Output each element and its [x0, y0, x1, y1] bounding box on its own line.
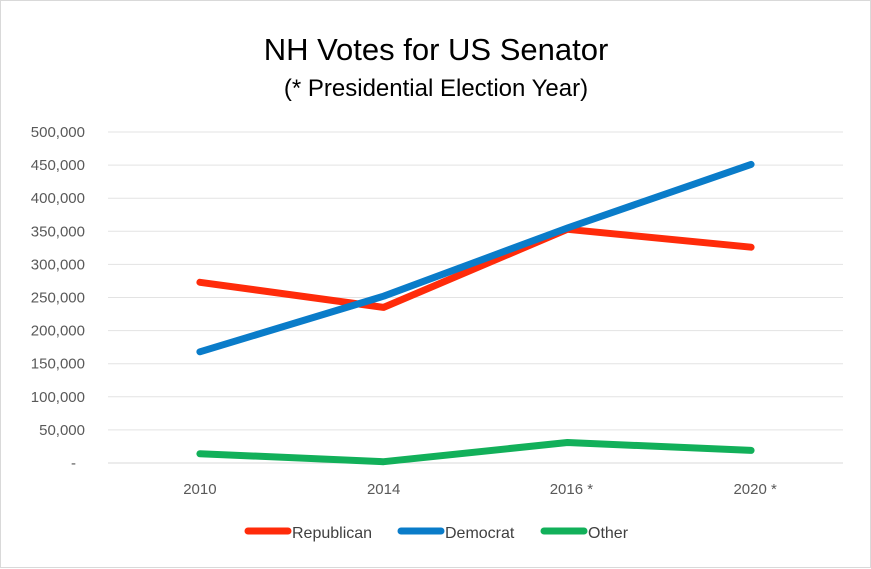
x-axis-tick-labels: 2010 2014 2016 * 2020 *	[183, 481, 777, 498]
y-tick-label: 500,000	[31, 124, 85, 141]
series-line-other	[196, 439, 755, 466]
y-tick-label: 200,000	[31, 323, 85, 340]
x-tick-label: 2014	[367, 481, 400, 498]
y-tick-label: 350,000	[31, 223, 85, 240]
x-tick-label: 2016 *	[550, 481, 594, 498]
y-tick-label: 450,000	[31, 157, 85, 174]
series-lines	[196, 160, 755, 466]
y-tick-label: -	[71, 455, 76, 472]
y-axis-tick-labels: - 50,000 100,000 150,000 200,000 250,000 300,0…	[31, 124, 85, 472]
y-tick-label: 300,000	[31, 256, 85, 273]
y-tick-label: 150,000	[31, 356, 85, 373]
legend-label-other: Other	[588, 525, 629, 542]
y-tick-label: 400,000	[31, 190, 85, 207]
gridlines	[108, 131, 843, 464]
series-line-democrat	[196, 160, 755, 356]
series-line-republican	[196, 225, 755, 311]
chart-title: NH Votes for US Senator	[264, 32, 609, 67]
y-tick-label: 250,000	[31, 290, 85, 307]
x-tick-label: 2010	[183, 481, 216, 498]
y-tick-label: 50,000	[39, 422, 85, 439]
legend: Republican Democrat Other	[244, 525, 629, 542]
chart-subtitle: (* Presidential Election Year)	[284, 75, 588, 102]
legend-label-republican: Republican	[292, 525, 372, 542]
x-tick-label: 2020 *	[733, 481, 777, 498]
legend-label-democrat: Democrat	[445, 525, 515, 542]
y-tick-label: 100,000	[31, 389, 85, 406]
